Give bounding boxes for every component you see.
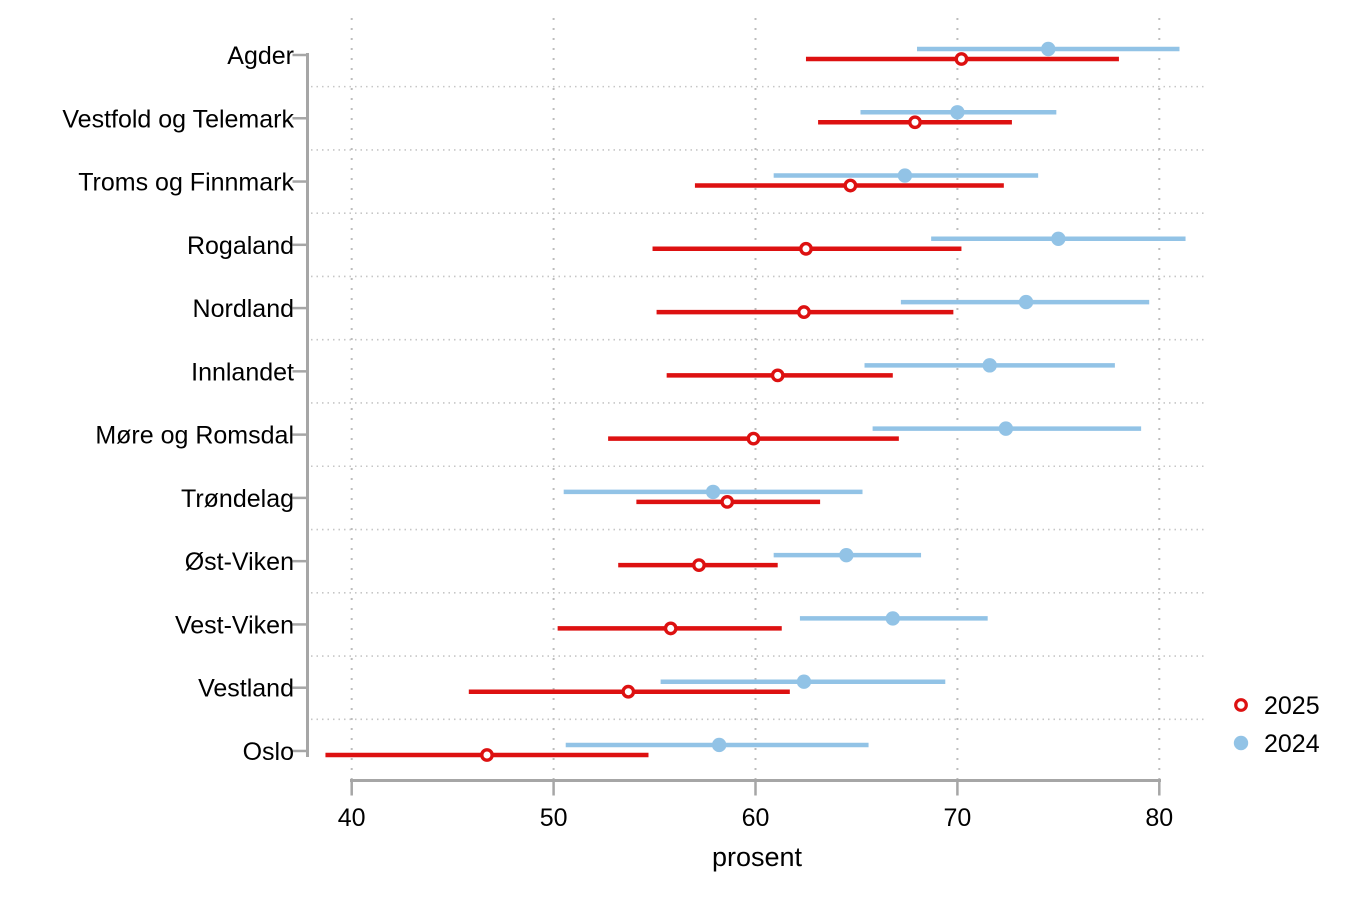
point-2024 [897, 168, 913, 183]
category-label: Oslo [243, 738, 294, 766]
legend: 2025 2024 [1233, 692, 1320, 758]
category-label: Vestland [198, 675, 294, 703]
category-label: Agder [227, 42, 294, 70]
point-2025 [480, 748, 494, 762]
point-2024 [1041, 41, 1056, 57]
point-2025 [954, 52, 969, 66]
point-2025 [770, 368, 785, 383]
category-label: Møre og Romsdal [95, 422, 294, 450]
plot-generated: Agder Vestfold og Telemark Troms og Finnma… [62, 18, 1205, 832]
point-2024 [1051, 231, 1066, 247]
category-label: Øst-Viken [185, 548, 294, 576]
category-label: Rogaland [187, 232, 294, 260]
point-2025 [692, 558, 706, 573]
legend-label-2025: 2025 [1264, 692, 1320, 720]
category-label: Nordland [193, 295, 294, 323]
point-2025 [799, 241, 813, 256]
legend-marker-2025-icon [1234, 698, 1248, 712]
x-tick-label: 70 [943, 804, 971, 832]
point-2024 [711, 737, 727, 753]
point-2024 [705, 484, 721, 500]
point-2025 [720, 494, 735, 509]
point-2025 [621, 684, 636, 699]
point-2025 [663, 621, 678, 636]
category-label: Vestfold og Telemark [62, 105, 294, 133]
x-tick-label: 40 [338, 804, 366, 832]
legend-label-2024: 2024 [1264, 730, 1320, 758]
point-2024 [950, 105, 965, 120]
x-tick-label: 60 [742, 804, 770, 832]
x-tick-label: 80 [1145, 804, 1173, 832]
category-label: Vest-Viken [175, 611, 294, 639]
x-axis-title: prosent [712, 842, 803, 872]
point-2025 [908, 115, 922, 130]
point-2025 [797, 305, 811, 319]
point-2025 [746, 431, 761, 446]
point-2024 [1018, 294, 1034, 310]
point-2024 [998, 421, 1014, 436]
category-label: Troms og Finnmark [78, 169, 294, 197]
point-2025 [843, 178, 858, 193]
point-2024 [839, 547, 854, 563]
point-2024 [885, 611, 900, 626]
legend-marker-2024-icon [1233, 735, 1249, 751]
x-tick-label: 50 [540, 804, 568, 832]
point-2024 [982, 358, 997, 373]
category-label: Trøndelag [181, 485, 294, 513]
point-2024 [796, 674, 812, 689]
category-label: Innlandet [191, 358, 294, 386]
